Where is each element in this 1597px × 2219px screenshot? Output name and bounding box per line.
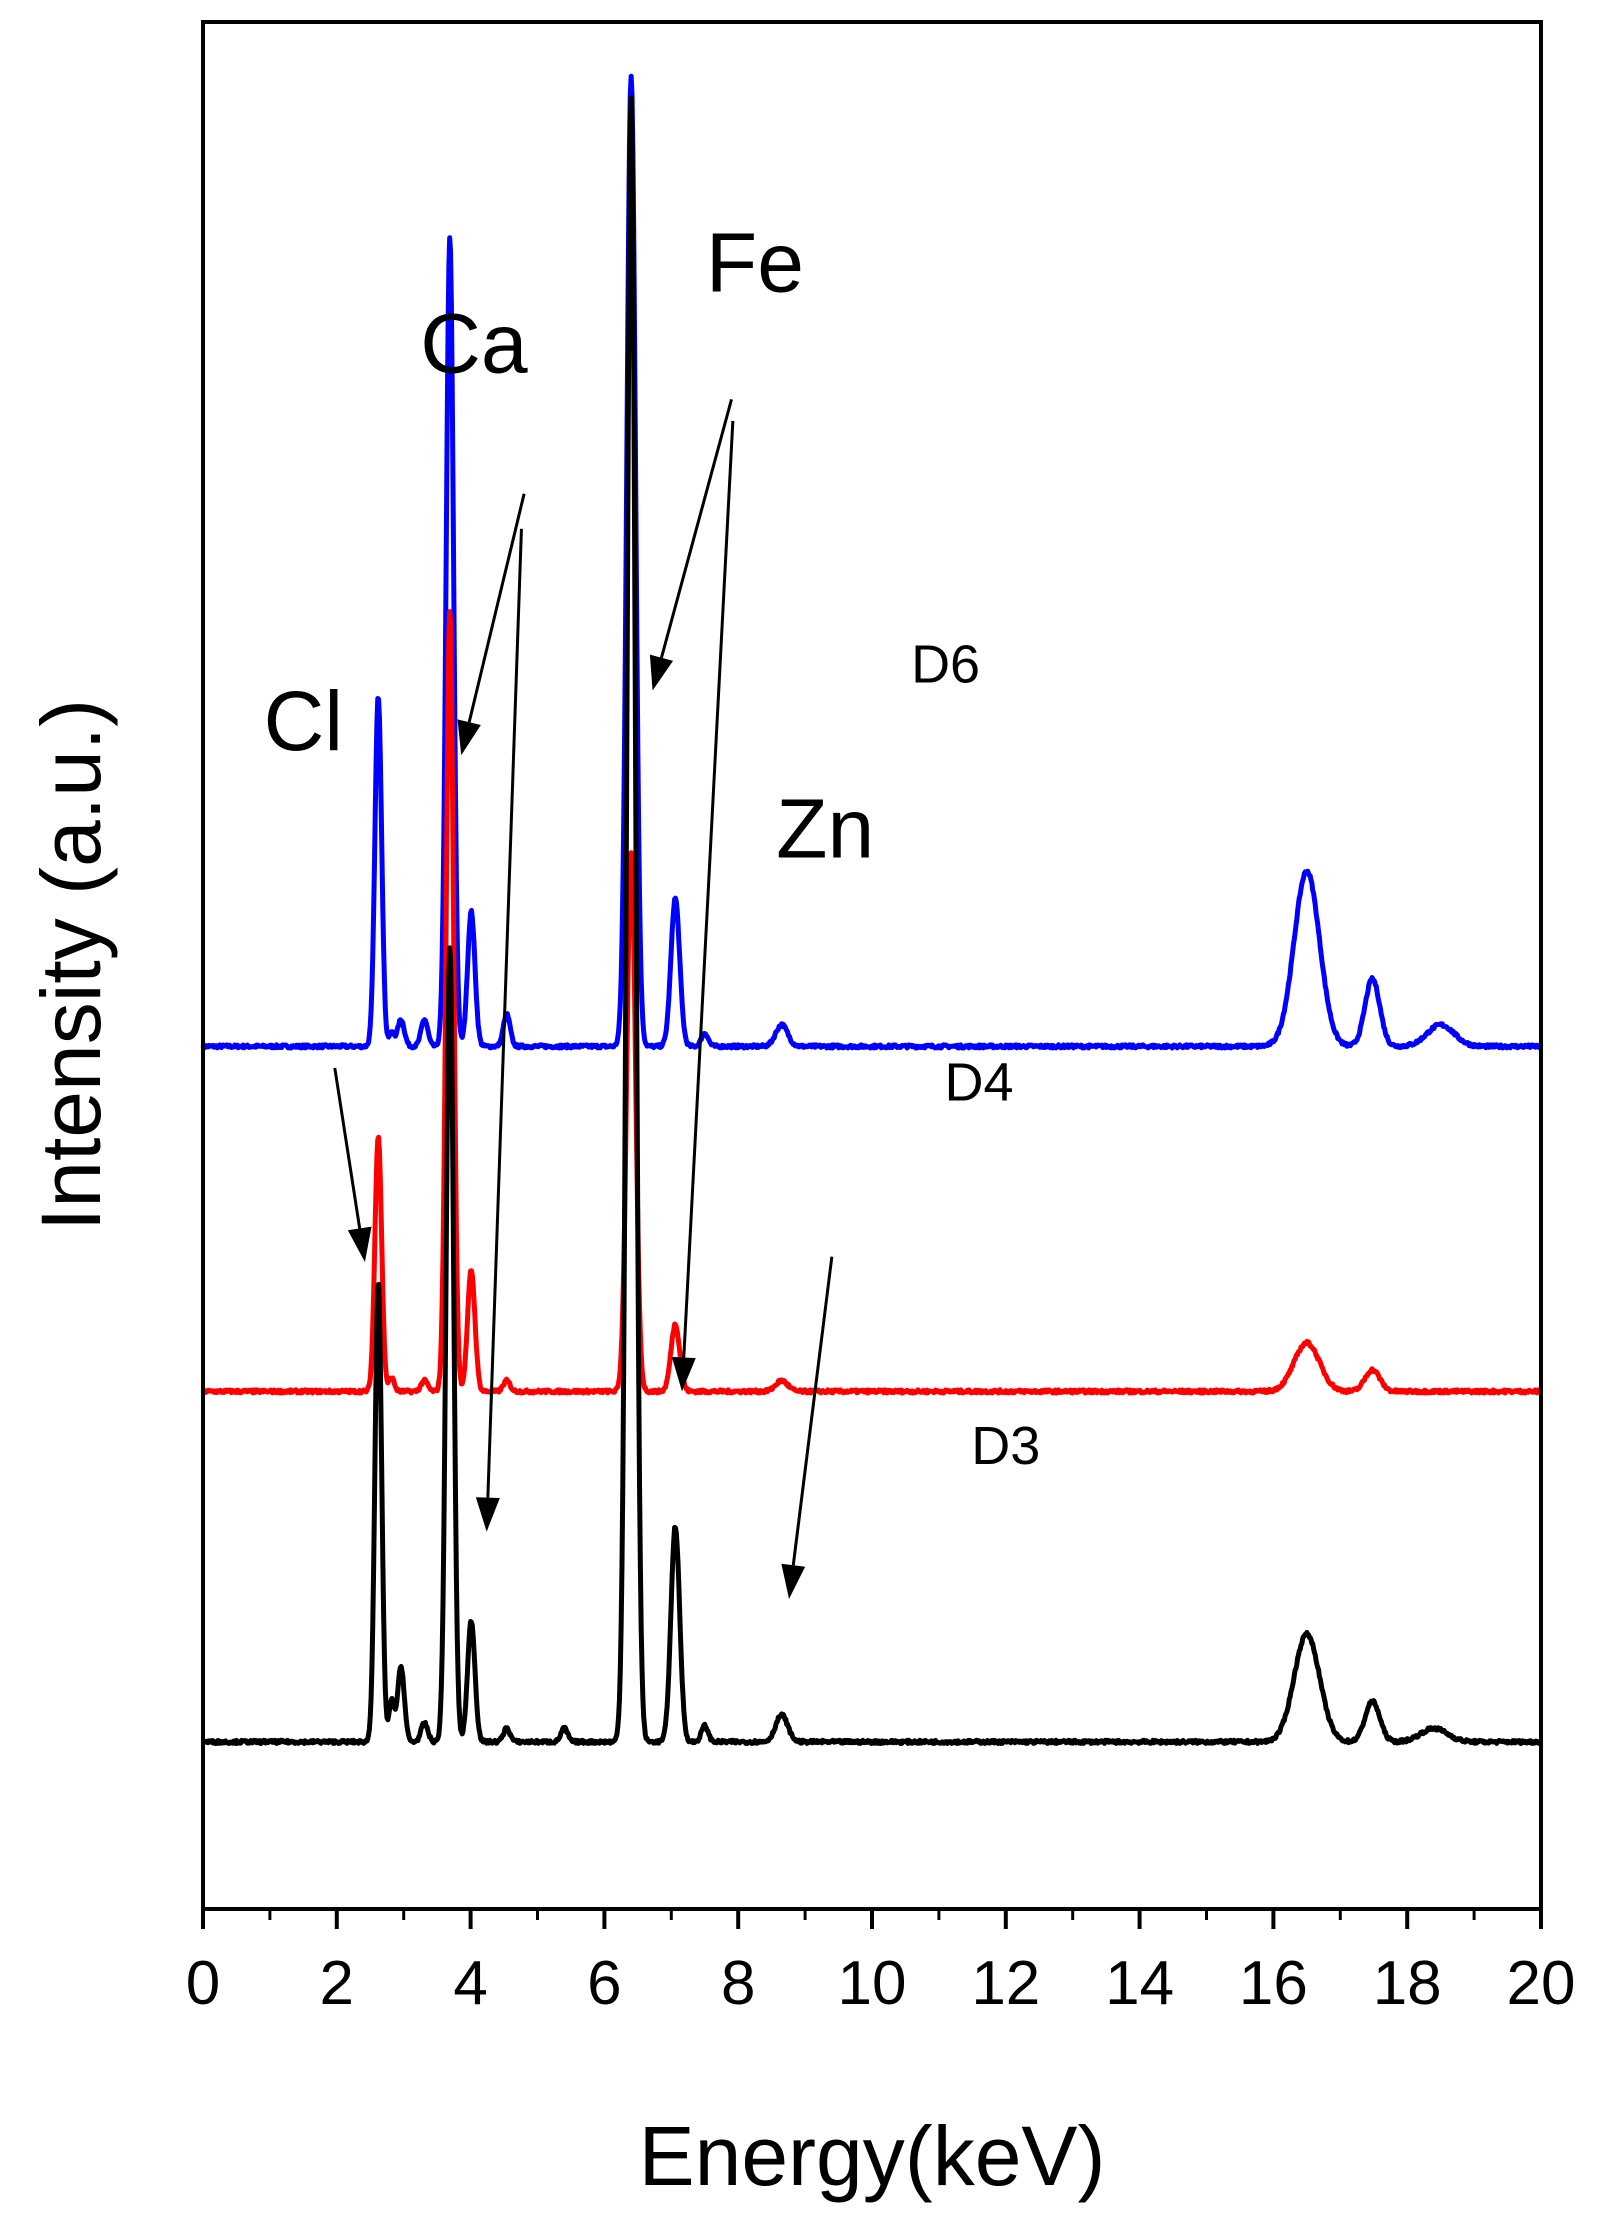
x-tick-label: 12 (971, 1949, 1040, 2018)
series-line-d6 (200, 73, 1544, 1051)
annotation-arrow-head (457, 719, 481, 756)
annotation-arrow-line (660, 399, 733, 659)
x-tick-label: 18 (1373, 1949, 1442, 2018)
annotation-arrows (333, 399, 834, 1599)
annotation-arrow-head (781, 1563, 806, 1599)
annotation-arrow-line (486, 528, 523, 1498)
x-tick-label: 6 (587, 1949, 621, 2018)
annotation-arrow-head (475, 1497, 500, 1532)
x-axis-title: Energy(keV) (639, 2109, 1106, 2203)
x-axis-ticks: 0 2 4 6 8 10 12 14 16 18 20 (186, 1909, 1576, 2018)
series-line-d3 (201, 95, 1543, 1746)
series-line-d4 (200, 609, 1544, 1396)
element-label-fe: Fe (706, 216, 804, 310)
annotation-arrow-line (333, 1067, 362, 1229)
element-label-zn: Zn (776, 782, 874, 876)
element-label-ca: Ca (420, 296, 528, 390)
annotation-arrow-line (791, 1256, 834, 1566)
annotation-arrow-line (467, 493, 526, 723)
x-tick-label: 4 (453, 1949, 487, 2018)
series-label-d4: D4 (945, 1052, 1014, 1112)
annotation-arrow-head (649, 654, 674, 691)
x-tick-label: 16 (1239, 1949, 1308, 2018)
annotation-labels: D6 D4 D3 Cl Ca Fe Zn (264, 216, 1041, 1477)
series-layer (200, 73, 1544, 1746)
series-label-d6: D6 (911, 634, 980, 694)
x-tick-label: 10 (838, 1949, 907, 2018)
x-tick-label: 0 (186, 1949, 220, 2018)
x-tick-label: 14 (1105, 1949, 1174, 2018)
plot-frame (201, 20, 1543, 1911)
annotation-arrow-line (682, 420, 735, 1358)
annotation-arrow-head (347, 1226, 372, 1263)
element-label-cl: Cl (264, 674, 343, 768)
y-axis-title: Intensity (a.u.) (24, 699, 118, 1231)
x-tick-label: 20 (1507, 1949, 1576, 2018)
annotation-arrow-head (671, 1356, 696, 1392)
series-label-d3: D3 (971, 1416, 1040, 1476)
x-tick-label: 8 (721, 1949, 755, 2018)
x-tick-label: 2 (320, 1949, 354, 2018)
